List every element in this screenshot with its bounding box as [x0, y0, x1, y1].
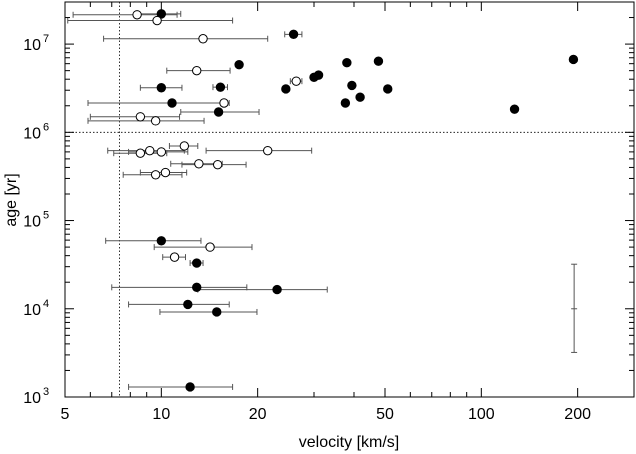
data-point-filled [347, 80, 357, 91]
x-tick-label: 20 [249, 406, 267, 423]
y-tick-label-base: 10 [23, 302, 41, 319]
data-point-open [156, 147, 167, 157]
data-point-filled [234, 59, 244, 70]
y-tick-label-base: 10 [23, 390, 41, 407]
data-point-open [169, 252, 180, 262]
data-point-open [160, 167, 171, 178]
data-point-open [192, 65, 202, 76]
data-point-filled [288, 29, 299, 40]
data-point-filled [355, 92, 365, 102]
y-tick-label-exponent: 5 [43, 210, 49, 222]
data-point-filled [272, 284, 282, 295]
y-tick-label-base: 10 [23, 37, 41, 54]
plot-frame [64, 1, 635, 398]
data-point-filled [156, 83, 167, 93]
data-point-filled [183, 299, 193, 310]
data-point-open [263, 145, 273, 156]
data-point-filled [340, 98, 351, 108]
data-point-open [150, 116, 161, 126]
data-point-filled [192, 258, 202, 268]
data-point-open [179, 141, 190, 151]
data-point-open [205, 242, 215, 252]
data-point-filled [342, 58, 352, 68]
reference-lines [65, 2, 634, 397]
data-point-open [152, 15, 162, 26]
data-point-open [219, 98, 229, 108]
error-bars [67, 10, 578, 390]
data-point-open [212, 159, 223, 170]
data-point-filled [213, 107, 224, 117]
data-point-open [145, 145, 155, 156]
data-point-filled [509, 104, 520, 114]
data-point-filled [167, 98, 177, 108]
y-axis-label: age [yr] [3, 173, 20, 226]
x-tick-label: 50 [376, 406, 394, 423]
data-point-open [150, 170, 161, 180]
data-point-open [291, 76, 301, 86]
x-tick-label: 5 [61, 406, 70, 423]
data-point-filled [383, 84, 393, 94]
y-tick-label-exponent: 7 [43, 33, 49, 45]
data-point-filled [212, 307, 222, 317]
x-tick-label: 200 [564, 406, 591, 423]
data-point-filled [156, 236, 167, 246]
x-tick-label: 100 [468, 406, 495, 423]
data-points [132, 9, 579, 392]
data-point-filled [309, 72, 319, 83]
data-point-filled [185, 382, 195, 392]
data-point-open [135, 112, 146, 122]
y-tick-label-base: 10 [23, 125, 41, 142]
data-point-open [198, 34, 208, 44]
y-tick-label-base: 10 [23, 214, 41, 231]
x-axis-label: velocity [km/s] [299, 434, 399, 451]
data-point-open [132, 10, 142, 20]
y-tick-label-exponent: 3 [43, 386, 49, 398]
data-point-open [194, 159, 204, 169]
data-point-filled [215, 82, 226, 92]
y-tick-label-exponent: 4 [43, 298, 49, 310]
data-point-filled [373, 56, 384, 66]
data-point-filled [281, 84, 291, 94]
y-tick-label-exponent: 6 [43, 121, 49, 133]
data-point-filled [568, 54, 579, 65]
data-point-open [135, 148, 146, 158]
x-tick-label: 10 [152, 406, 170, 423]
data-point-filled [192, 282, 202, 293]
